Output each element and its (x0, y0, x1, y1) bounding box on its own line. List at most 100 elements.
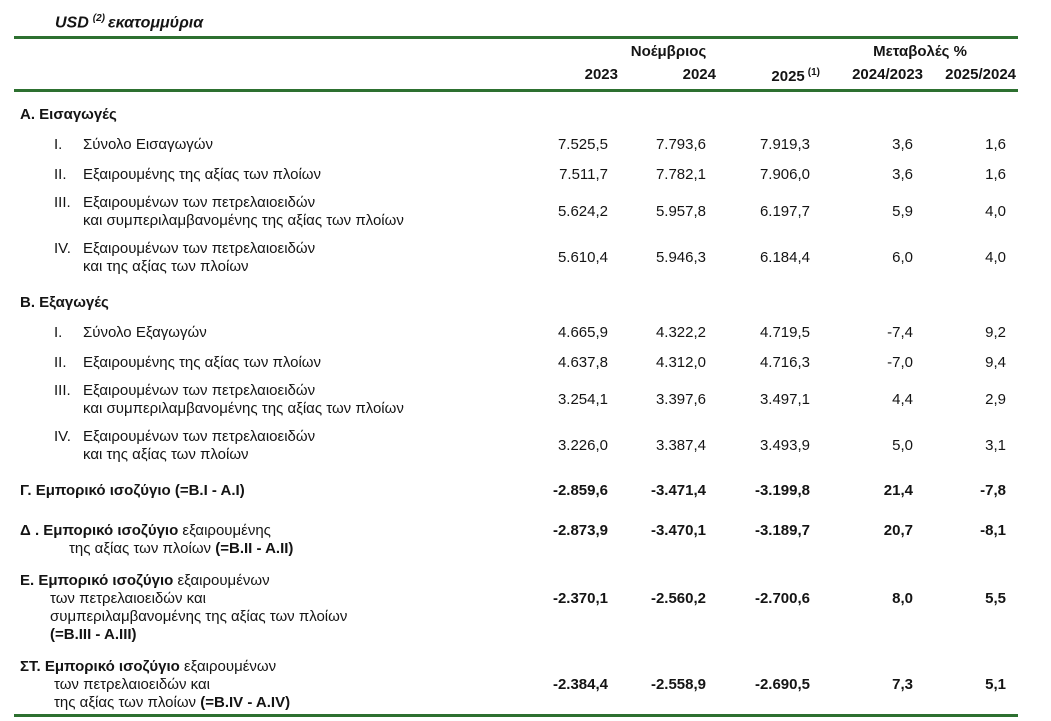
item-label-line: Εξαιρουμένης της αξίας των πλοίων (83, 166, 322, 184)
column-header-2024: 2024 (620, 61, 718, 93)
summary-row: Ε. Εμπορικό ισοζύγιο εξαιρουμένων των πετ… (14, 568, 1018, 656)
label-column-subheader (14, 61, 515, 93)
value-cell: 6,0 (892, 249, 913, 267)
item-label-line: και συμπεριλαμβανομένης της αξίας των πλ… (83, 212, 404, 230)
value-cell: 7.511,7 (559, 166, 608, 184)
item-label-line: Εξαιρουμένων των πετρελαιοειδών (83, 428, 316, 446)
summary-label-line: Γ. Εμπορικό ισοζύγιο (=B.I - A.I) (20, 482, 515, 500)
label-segment: συμπεριλαμβανομένης της αξίας των πλοίων (50, 608, 348, 626)
value-cell: 9,2 (985, 324, 1007, 342)
item-label: II. Εξαιρουμένης της αξίας των πλοίων (14, 346, 515, 376)
value-cell: 4.665,9 (557, 324, 608, 342)
value-cell: 8,0 (892, 590, 913, 608)
table-title: USD (2) εκατομμύρια (55, 9, 1051, 32)
value-cell: -3.470,1 (650, 522, 706, 540)
item-label-flex: III. Εξαιρουμένων των πετρελαιοειδών και σ… (54, 382, 515, 418)
value-cell: 20,7 (883, 522, 913, 540)
unit-label: εκατομμύρια (108, 14, 204, 32)
label-segment: εξαιρουμένων (183, 658, 277, 676)
value-cell: 7.906,0 (759, 166, 810, 184)
value-cell: 3,1 (985, 437, 1007, 455)
item-numeral: II. (54, 354, 67, 372)
value-cell: 5.624,2 (557, 203, 608, 221)
summary-label: Ε. Εμπορικό ισοζύγιο εξαιρουμένων των πετ… (14, 568, 515, 656)
value-cell: 6.184,4 (759, 249, 810, 267)
label-segment-bold: (=B.IV - A.IV) (200, 694, 291, 712)
item-label-text: Εξαιρουμένης της αξίας των πλοίων (83, 354, 321, 372)
section-row: Α. Εισαγωγές (14, 91, 1018, 129)
table-header: Νοέμβριος Μεταβολές % 2023 2024 2025 (1) … (14, 36, 1019, 93)
item-label-flex: II. Εξαιρουμένης της αξίας των πλοίων (54, 166, 515, 184)
table-body: Α. Εισαγωγές I. Σύνολο Εισαγωγών 7.525,5 7.7… (14, 91, 1019, 718)
value-cell: 3.397,6 (655, 391, 706, 409)
label-segment-bold: Γ. Εμπορικό ισοζύγιο (=B.I - A.I) (20, 482, 245, 500)
value-cell: 5.946,3 (655, 249, 706, 267)
item-label-line: και συμπεριλαμβανομένης της αξίας των πλ… (83, 400, 404, 418)
label-segment-bold: Ε. Εμπορικό ισοζύγιο (20, 572, 178, 590)
value-cell: 4.719,5 (759, 324, 810, 342)
item-row: I. Σύνολο Εισαγωγών 7.525,5 7.793,6 7.919,3 3… (14, 128, 1018, 158)
value-cell: -2.560,2 (650, 590, 706, 608)
value-cell: -2.859,6 (552, 482, 608, 500)
item-row: II. Εξαιρουμένης της αξίας των πλοίων 4.63… (14, 346, 1018, 376)
value-cell: 3.493,9 (759, 437, 810, 455)
value-cell: 9,4 (985, 354, 1007, 372)
value-cell: 5.610,4 (557, 249, 608, 267)
summary-label-line: της αξίας των πλοίων (=B.II - A.II) (20, 540, 515, 558)
label-segment: των πετρελαιοειδών και (54, 676, 210, 694)
item-label: I. Σύνολο Εξαγωγών (14, 316, 515, 346)
item-row: II. Εξαιρουμένης της αξίας των πλοίων 7.51… (14, 158, 1018, 188)
item-label-line: Εξαιρουμένης της αξίας των πλοίων (83, 354, 322, 372)
item-row: IV. Εξαιρουμένων των πετρελαιοειδών και τη… (14, 422, 1018, 468)
summary-label: Γ. Εμπορικό ισοζύγιο (=B.I - A.I) (14, 468, 515, 510)
item-label-flex: IV. Εξαιρουμένων των πετρελαιοειδών και τη… (54, 240, 515, 276)
value-cell: -8,1 (980, 522, 1007, 540)
value-cell: 4.637,8 (557, 354, 608, 372)
value-cell: 5,9 (892, 203, 913, 221)
item-label: IV. Εξαιρουμένων των πετρελαιοειδών και τη… (14, 422, 515, 468)
item-label-line: Εξαιρουμένων των πετρελαιοειδών (83, 382, 316, 400)
summary-row: Γ. Εμπορικό ισοζύγιο (=B.I - A.I) -2.859,… (14, 468, 1018, 510)
item-label-flex: III. Εξαιρουμένων των πετρελαιοειδών και σ… (54, 194, 515, 230)
item-label: II. Εξαιρουμένης της αξίας των πλοίων (14, 158, 515, 188)
value-cell: 4.322,2 (655, 324, 706, 342)
item-label-text: Σύνολο Εξαγωγών (83, 324, 207, 342)
item-label: IV. Εξαιρουμένων των πετρελαιοειδών και τη… (14, 234, 515, 280)
item-numeral: II. (54, 166, 67, 184)
value-cell: 3.226,0 (557, 437, 608, 455)
value-cell: 7.525,5 (557, 136, 608, 154)
value-cell: 3.254,1 (557, 391, 608, 409)
item-label-line: Σύνολο Εξαγωγών (83, 324, 207, 342)
item-numeral: IV. (54, 428, 71, 446)
value-cell: 3.387,4 (655, 437, 706, 455)
item-label-line: Εξαιρουμένων των πετρελαιοειδών (83, 194, 316, 212)
label-segment: της αξίας των πλοίων (54, 694, 201, 712)
trade-table: Νοέμβριος Μεταβολές % 2023 2024 2025 (1) … (14, 36, 1019, 718)
item-label: I. Σύνολο Εισαγωγών (14, 128, 515, 158)
label-segment-bold: ΣΤ. Εμπορικό ισοζύγιο (20, 658, 184, 676)
section-label: Α. Εισαγωγές (20, 106, 117, 124)
value-cell: 21,4 (883, 482, 913, 500)
item-row: III. Εξαιρουμένων των πετρελαιοειδών και σ… (14, 376, 1018, 422)
value-cell: 4.312,0 (655, 354, 706, 372)
item-numeral: I. (54, 136, 63, 154)
value-cell: 5,1 (925, 656, 1019, 718)
value-cell: -2.690,5 (718, 656, 822, 718)
value-cell: -2.558,9 (620, 656, 718, 718)
section-label: Β. Εξαγωγές (20, 294, 109, 312)
item-numeral: I. (54, 324, 63, 342)
item-label-flex: IV. Εξαιρουμένων των πετρελαιοειδών και τη… (54, 428, 515, 464)
item-label-line: και της αξίας των πλοίων (83, 258, 249, 276)
value-cell: -2.370,1 (552, 590, 608, 608)
summary-label-line: της αξίας των πλοίων (=B.IV - A.IV) (20, 694, 515, 712)
item-label: III. Εξαιρουμένων των πετρελαιοειδών και σ… (14, 188, 515, 234)
value-cell: 4,4 (892, 391, 913, 409)
summary-label-line: Δ . Εμπορικό ισοζύγιο εξαιρουμένης (20, 522, 515, 540)
item-label-flex: I. Σύνολο Εξαγωγών (54, 324, 515, 342)
value-cell: 6.197,7 (759, 203, 810, 221)
value-cell: 5,5 (985, 590, 1007, 608)
item-label-text: Εξαιρουμένων των πετρελαιοειδών και της α… (83, 240, 315, 276)
item-row: I. Σύνολο Εξαγωγών 4.665,9 4.322,2 4.719,5 -7… (14, 316, 1018, 346)
label-segment-bold: Δ . Εμπορικό ισοζύγιο (20, 522, 183, 540)
